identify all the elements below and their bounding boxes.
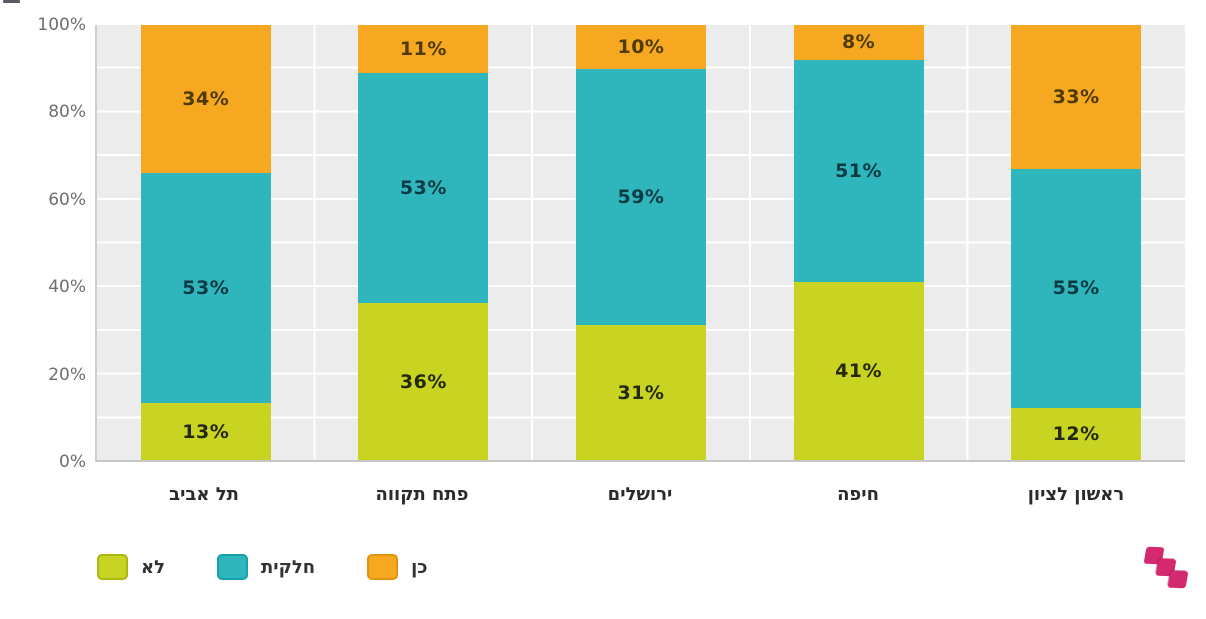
bar-4: 33% 55% 12%	[1011, 25, 1142, 460]
x-axis-category-label: תל אביב	[169, 484, 239, 505]
y-tick-label: 80%	[48, 102, 86, 123]
bar-segment[interactable]: 10%	[575, 25, 706, 69]
bar-segment-label: 55%	[1052, 277, 1100, 300]
crop-artifact	[3, 0, 20, 3]
x-axis-category-label: חיפה	[837, 484, 879, 505]
legend-label: כן	[411, 556, 428, 578]
bars-container: 34% 53% 13% 11% 53% 36% 10% 59% 31% 8% 51% 41% 33% 55…	[97, 25, 1185, 460]
bar-segment-label: 51%	[835, 159, 883, 182]
bar-segment-label: 59%	[617, 185, 665, 208]
legend-label: לא	[141, 556, 165, 578]
y-tick-label: 60%	[48, 189, 86, 210]
y-tick-label: 20%	[48, 364, 86, 385]
legend-item[interactable]: חלקית	[217, 554, 315, 580]
bar-segment-label: 36%	[399, 370, 447, 393]
x-axis-category-label: ראשון לציון	[1027, 484, 1125, 505]
bar-segment-label: 13%	[182, 420, 230, 443]
legend-item[interactable]: לא	[97, 554, 165, 580]
bar-segment-label: 34%	[182, 87, 230, 110]
bar-segment[interactable]: 12%	[1011, 407, 1142, 460]
bar-segment-label: 41%	[835, 359, 883, 382]
y-tick-label: 100%	[37, 15, 86, 35]
legend-item[interactable]: כן	[367, 554, 427, 580]
y-axis: 0% 20% 40% 60% 80% 100%	[0, 15, 86, 472]
bar-segment-label: 33%	[1052, 85, 1100, 108]
bar-segment[interactable]: 34%	[140, 25, 271, 173]
legend-swatch-icon	[97, 554, 128, 580]
bar-segment-label: 10%	[617, 35, 665, 58]
bar-segment[interactable]: 55%	[1011, 168, 1142, 408]
x-axis-labels: תל אביב פתח תקווה ירושלים חיפה ראשון לציון	[95, 484, 1185, 505]
bar-segment[interactable]: 33%	[1011, 25, 1142, 169]
bar-2: 10% 59% 31%	[575, 25, 706, 460]
legend-label: חלקית	[261, 556, 316, 578]
bar-1: 11% 53% 36%	[358, 25, 489, 460]
bar-segment-label: 8%	[841, 31, 876, 54]
bar-segment-label: 12%	[1052, 422, 1100, 445]
y-tick-label: 40%	[48, 277, 86, 298]
pink-step-icon	[1167, 570, 1189, 589]
x-axis-category-label: ירושלים	[607, 484, 673, 505]
bar-segment[interactable]: 13%	[140, 403, 271, 460]
bar-segment[interactable]: 36%	[358, 303, 489, 460]
bar-segment-label: 31%	[617, 381, 665, 404]
bar-segment[interactable]: 53%	[140, 172, 271, 404]
bar-segment[interactable]: 59%	[575, 68, 706, 326]
bar-segment[interactable]: 8%	[793, 25, 924, 60]
bar-3: 8% 51% 41%	[793, 25, 924, 460]
legend-swatch-icon	[217, 554, 248, 580]
bar-segment[interactable]: 31%	[575, 325, 706, 460]
bar-segment[interactable]: 53%	[358, 72, 489, 304]
bar-segment-label: 53%	[182, 277, 230, 300]
pink-steps-logo[interactable]	[1141, 544, 1193, 594]
legend: לא חלקית כן	[97, 550, 427, 584]
x-axis-category-label: פתח תקווה	[375, 484, 469, 505]
plot-area: 34% 53% 13% 11% 53% 36% 10% 59% 31% 8% 51% 41% 33% 55…	[95, 25, 1185, 462]
y-tick-label: 0%	[59, 452, 86, 472]
legend-swatch-icon	[367, 554, 399, 580]
bar-segment-label: 11%	[399, 37, 447, 60]
bar-segment[interactable]: 11%	[358, 25, 489, 73]
bar-0: 34% 53% 13%	[140, 25, 271, 460]
bar-segment[interactable]: 51%	[793, 59, 924, 282]
bar-segment-label: 53%	[399, 177, 447, 200]
bar-segment[interactable]: 41%	[793, 281, 924, 460]
